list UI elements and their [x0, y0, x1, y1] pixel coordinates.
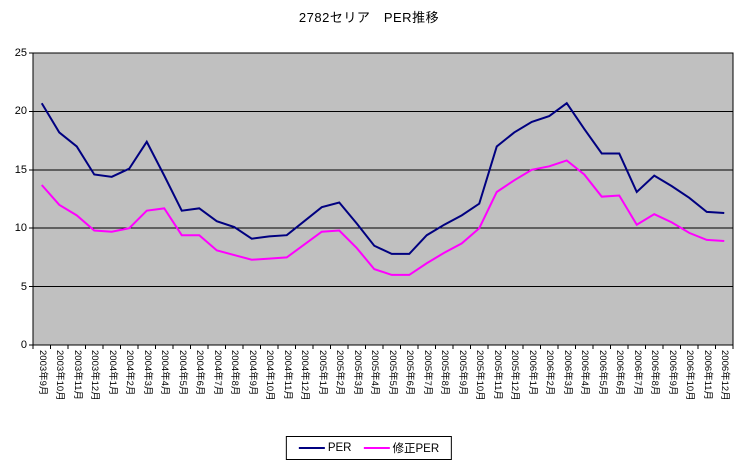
x-axis-label: 2005年8月: [439, 350, 451, 396]
x-axis-label: 2004年4月: [159, 350, 171, 396]
chart-title: 2782セリア PER推移: [298, 10, 440, 25]
x-axis-label: 2006年7月: [631, 350, 643, 396]
x-axis-label: 2003年10月: [54, 350, 66, 401]
x-axis-label: 2006年9月: [666, 350, 678, 396]
x-axis-label: 2005年12月: [509, 350, 521, 401]
legend-label-per: PER: [327, 442, 352, 454]
x-axis-label: 2005年4月: [369, 350, 381, 396]
x-axis-label: 2005年1月: [316, 350, 328, 396]
x-axis-label: 2004年5月: [176, 350, 188, 396]
x-axis-label: 2004年10月: [264, 350, 276, 401]
x-axis-label: 2006年2月: [544, 350, 556, 396]
y-axis-label: 5: [20, 280, 27, 293]
x-axis-label: 2005年7月: [421, 350, 433, 396]
x-axis-label: 2004年1月: [106, 350, 118, 396]
x-axis-label: 2006年10月: [684, 350, 696, 401]
legend-item-adjusted-per: 修正PER: [363, 440, 440, 456]
per-line-swatch: [298, 447, 325, 449]
x-axis-label: 2006年5月: [596, 350, 608, 396]
x-axis-label: 2004年11月: [281, 350, 293, 400]
x-axis-label: 2003年9月: [36, 350, 48, 396]
x-axis-label: 2006年8月: [649, 350, 661, 396]
x-axis-label: 2003年11月: [71, 350, 83, 400]
x-axis-label: 2005年9月: [456, 350, 468, 396]
x-axis-label: 2005年10月: [474, 350, 486, 401]
legend: PER 修正PER: [285, 436, 453, 460]
x-axis-label: 2004年8月: [229, 350, 241, 396]
x-axis-label: 2006年3月: [561, 350, 573, 396]
x-axis-label: 2003年12月: [89, 350, 101, 401]
x-axis-label: 2005年5月: [386, 350, 398, 396]
x-axis-label: 2004年6月: [194, 350, 206, 396]
y-axis-label: 20: [14, 105, 27, 118]
y-axis-label: 15: [14, 163, 27, 176]
x-axis-label: 2004年7月: [211, 350, 223, 396]
y-axis-label: 10: [14, 222, 27, 235]
x-axis-label: 2006年1月: [526, 350, 538, 396]
x-axis-label: 2005年3月: [351, 350, 363, 396]
x-axis-label: 2006年12月: [719, 350, 731, 401]
x-axis-label: 2006年6月: [614, 350, 626, 396]
legend-item-per: PER: [298, 442, 352, 454]
x-axis-label: 2004年9月: [246, 350, 258, 396]
x-axis-label: 2005年11月: [491, 350, 503, 400]
x-axis-label: 2006年4月: [579, 350, 591, 396]
x-axis-label: 2004年3月: [141, 350, 153, 396]
x-axis-label: 2005年2月: [334, 350, 346, 396]
y-axis-label: 0: [20, 339, 27, 351]
y-axis-label: 25: [14, 47, 27, 59]
x-axis-label: 2005年6月: [404, 350, 416, 396]
x-axis-label: 2004年2月: [124, 350, 136, 396]
x-axis-label: 2004年12月: [299, 350, 311, 401]
adjusted-per-line-swatch: [363, 447, 390, 449]
x-axis-label: 2006年11月: [701, 350, 713, 400]
legend-label-adjusted-per: 修正PER: [392, 443, 440, 455]
